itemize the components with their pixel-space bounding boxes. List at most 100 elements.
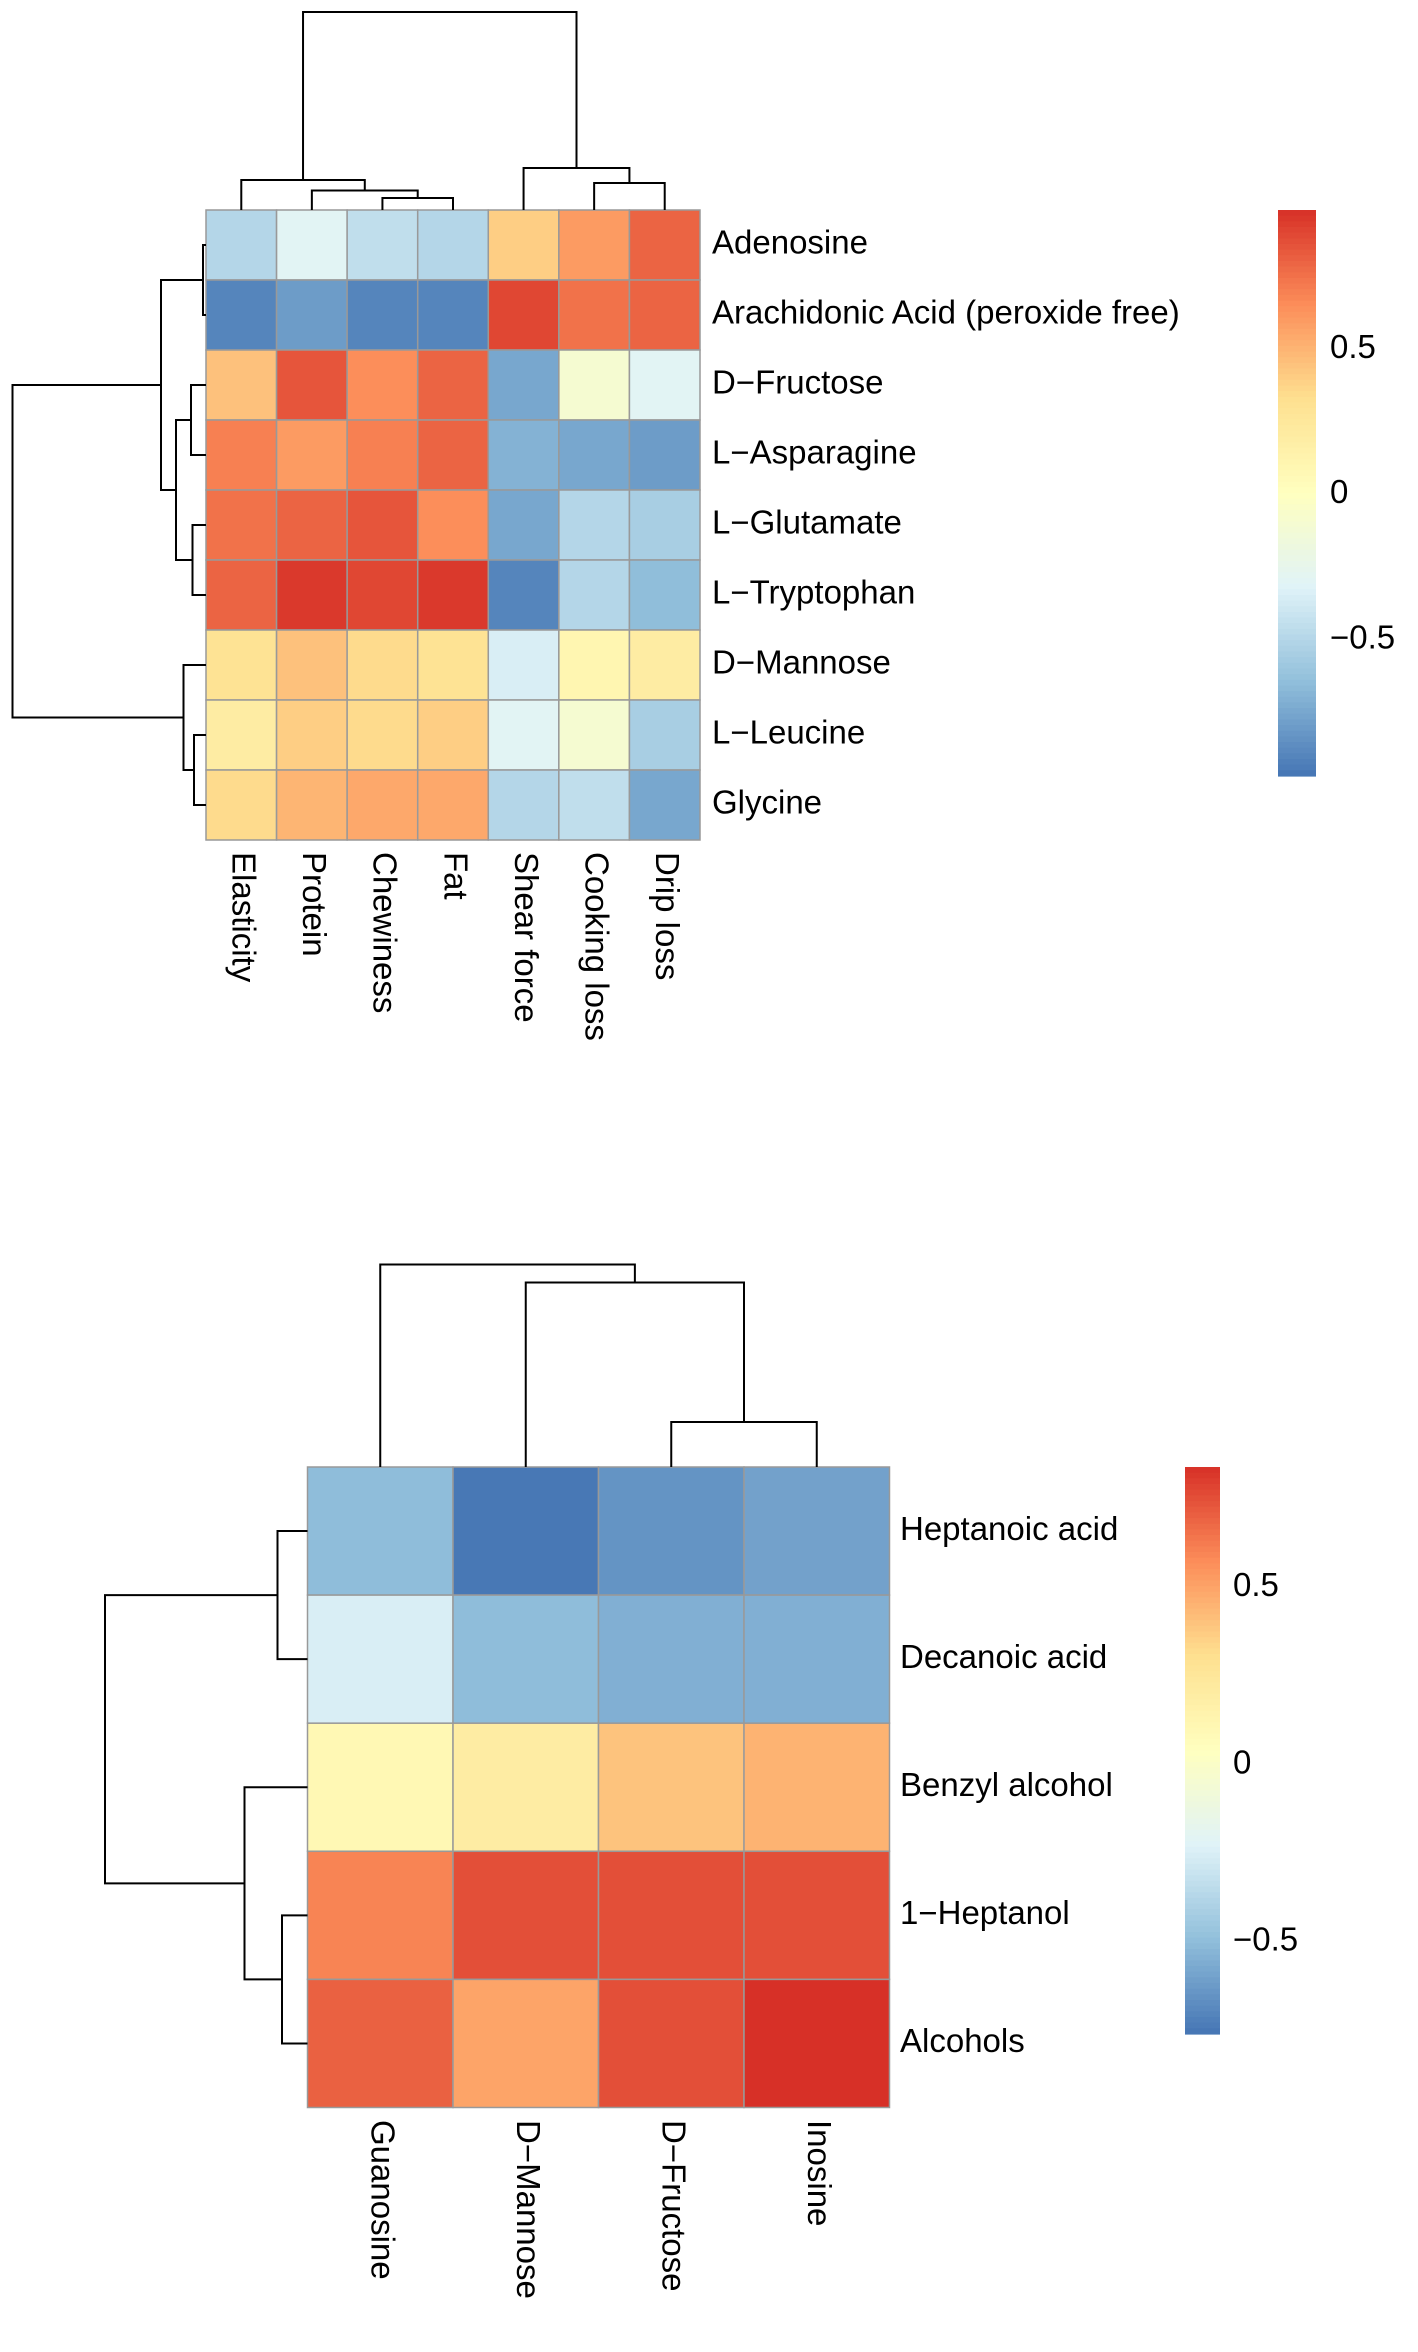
colorbar-step — [1278, 425, 1316, 432]
heatmap-cell — [628, 769, 701, 841]
colorbar-step — [1185, 1824, 1220, 1831]
row-label: L−Asparagine — [712, 434, 917, 471]
colorbar-step — [1185, 1540, 1220, 1547]
colorbar-step — [1185, 1733, 1220, 1740]
colorbar-step — [1185, 1625, 1220, 1633]
colorbar-step — [1278, 243, 1316, 251]
colorbar-step — [1185, 1880, 1220, 1888]
heatmap-cell — [558, 349, 631, 421]
heatmap-cell — [487, 629, 560, 701]
colorbar-step — [1278, 753, 1316, 760]
colorbar-step — [1185, 1705, 1220, 1712]
colorbar-step — [1185, 1790, 1220, 1797]
heatmap-cell — [275, 489, 348, 561]
heatmap-cell — [743, 1978, 891, 2109]
row-label: L−Leucine — [712, 714, 865, 751]
colorbar-step — [1278, 736, 1316, 743]
colorbar-step — [1278, 459, 1316, 466]
colorbar-step — [1185, 2028, 1220, 2035]
row-label: L−Glutamate — [712, 504, 902, 541]
colorbar-step — [1185, 1920, 1220, 1927]
column-label: Shear force — [508, 852, 545, 1023]
heatmap-cell — [346, 489, 419, 561]
heatmap-cell — [346, 629, 419, 701]
colorbar-step — [1185, 1807, 1220, 1814]
colorbar-step — [1185, 1518, 1220, 1525]
colorbar-step — [1185, 1926, 1220, 1933]
colorbar-step — [1278, 402, 1316, 409]
colorbar-step — [1185, 1886, 1220, 1893]
column-label: D−Fructose — [656, 2120, 693, 2291]
row-label: Alcohols — [900, 2022, 1025, 2059]
colorbar-step — [1185, 1835, 1220, 1842]
heatmap-cell — [275, 559, 348, 631]
colorbar-step — [1185, 1710, 1220, 1718]
colorbar-step — [1278, 770, 1316, 777]
colorbar-step — [1278, 685, 1316, 692]
heatmap-cell — [558, 489, 631, 561]
heatmap-cell — [306, 1722, 454, 1853]
colorbar-step — [1278, 594, 1316, 602]
heatmap-cell — [487, 699, 560, 771]
colorbar-step — [1185, 1761, 1220, 1769]
heatmap-cell — [628, 419, 701, 491]
colorbar-step — [1278, 476, 1316, 483]
heatmap-cell — [628, 279, 701, 351]
colorbar-step — [1185, 1586, 1220, 1593]
colorbar-step — [1278, 385, 1316, 392]
colorbar-step — [1278, 668, 1316, 675]
colorbar-tick-label: −0.5 — [1233, 1921, 1298, 1958]
column-label: Elasticity — [226, 852, 263, 983]
heatmap-cell — [743, 1850, 891, 1981]
colorbar-step — [1278, 549, 1316, 556]
heatmap-cell — [743, 1466, 891, 1596]
colorbar-step — [1185, 1563, 1220, 1570]
colorbar-step — [1185, 2022, 1220, 2029]
colorbar-step — [1278, 232, 1316, 239]
heatmap-cell — [487, 279, 560, 351]
colorbar-step — [1185, 1603, 1220, 1610]
row-label: 1−Heptanol — [900, 1894, 1070, 1931]
colorbar-step — [1278, 238, 1316, 245]
colorbar-step — [1278, 391, 1316, 398]
heatmap-cell — [346, 699, 419, 771]
colorbar-step — [1278, 351, 1316, 358]
colorbar-step — [1278, 283, 1316, 290]
colorbar-step — [1278, 447, 1316, 454]
row-label: Glycine — [712, 784, 822, 821]
heatmap-cell — [628, 209, 701, 281]
heatmap-cell — [558, 699, 631, 771]
column-dendrogram — [240, 11, 666, 210]
colorbar-step — [1185, 1659, 1220, 1667]
heatmap-cell — [628, 559, 701, 631]
colorbar-step — [1185, 1875, 1220, 1882]
heatmap-cell — [597, 1466, 745, 1596]
heatmap-cell — [346, 769, 419, 841]
heatmap-cell — [487, 489, 560, 561]
heatmap-cell — [275, 629, 348, 701]
colorbar-step — [1278, 696, 1316, 704]
colorbar-step — [1278, 215, 1316, 222]
column-label: Cooking loss — [578, 852, 615, 1041]
colorbar-tick-label: 0 — [1330, 473, 1348, 510]
colorbar-step — [1278, 300, 1316, 307]
colorbar-step — [1185, 1631, 1220, 1638]
colorbar-step — [1278, 334, 1316, 341]
colorbar-step — [1185, 1971, 1220, 1978]
heatmap-cell — [205, 349, 278, 421]
colorbar-step — [1278, 436, 1316, 443]
colorbar-step — [1185, 1484, 1220, 1491]
colorbar-step — [1185, 1869, 1220, 1876]
row-label: Arachidonic Acid (peroxide free) — [712, 294, 1180, 331]
heatmap-cell — [306, 1466, 454, 1596]
heatmap-cell — [205, 419, 278, 491]
heatmap-cell — [452, 1978, 600, 2109]
colorbar-step — [1278, 521, 1316, 528]
row-label: D−Mannose — [712, 644, 891, 681]
heatmap-cell — [743, 1594, 891, 1724]
heatmap-cell — [628, 349, 701, 421]
colorbar-step — [1278, 623, 1316, 630]
colorbar-step — [1278, 368, 1316, 375]
heatmap-cell — [275, 279, 348, 351]
heatmap-cell — [275, 419, 348, 491]
